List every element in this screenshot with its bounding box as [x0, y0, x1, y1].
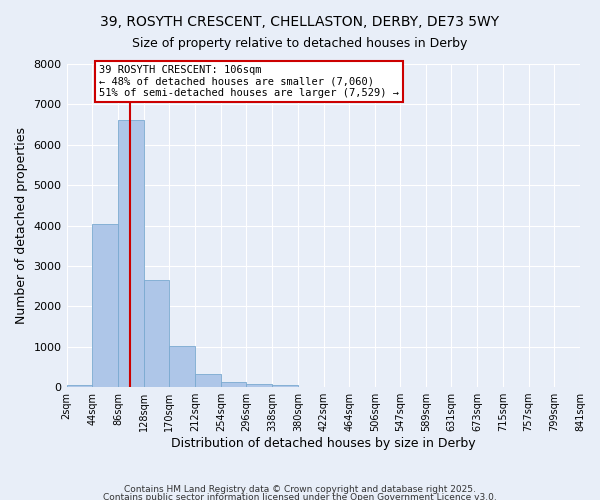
Text: Contains HM Land Registry data © Crown copyright and database right 2025.: Contains HM Land Registry data © Crown c… — [124, 486, 476, 494]
Bar — [118, 120, 143, 387]
Y-axis label: Number of detached properties: Number of detached properties — [15, 127, 28, 324]
Bar — [221, 382, 247, 387]
Bar — [169, 346, 195, 387]
Text: 39, ROSYTH CRESCENT, CHELLASTON, DERBY, DE73 5WY: 39, ROSYTH CRESCENT, CHELLASTON, DERBY, … — [100, 15, 500, 29]
Text: 39 ROSYTH CRESCENT: 106sqm
← 48% of detached houses are smaller (7,060)
51% of s: 39 ROSYTH CRESCENT: 106sqm ← 48% of deta… — [99, 65, 399, 98]
X-axis label: Distribution of detached houses by size in Derby: Distribution of detached houses by size … — [171, 437, 476, 450]
Bar — [92, 224, 118, 387]
Bar — [247, 384, 272, 387]
Text: Contains public sector information licensed under the Open Government Licence v3: Contains public sector information licen… — [103, 492, 497, 500]
Bar — [272, 384, 298, 387]
Bar — [195, 374, 221, 387]
Bar — [67, 384, 92, 387]
Text: Size of property relative to detached houses in Derby: Size of property relative to detached ho… — [133, 38, 467, 51]
Bar — [143, 280, 169, 387]
